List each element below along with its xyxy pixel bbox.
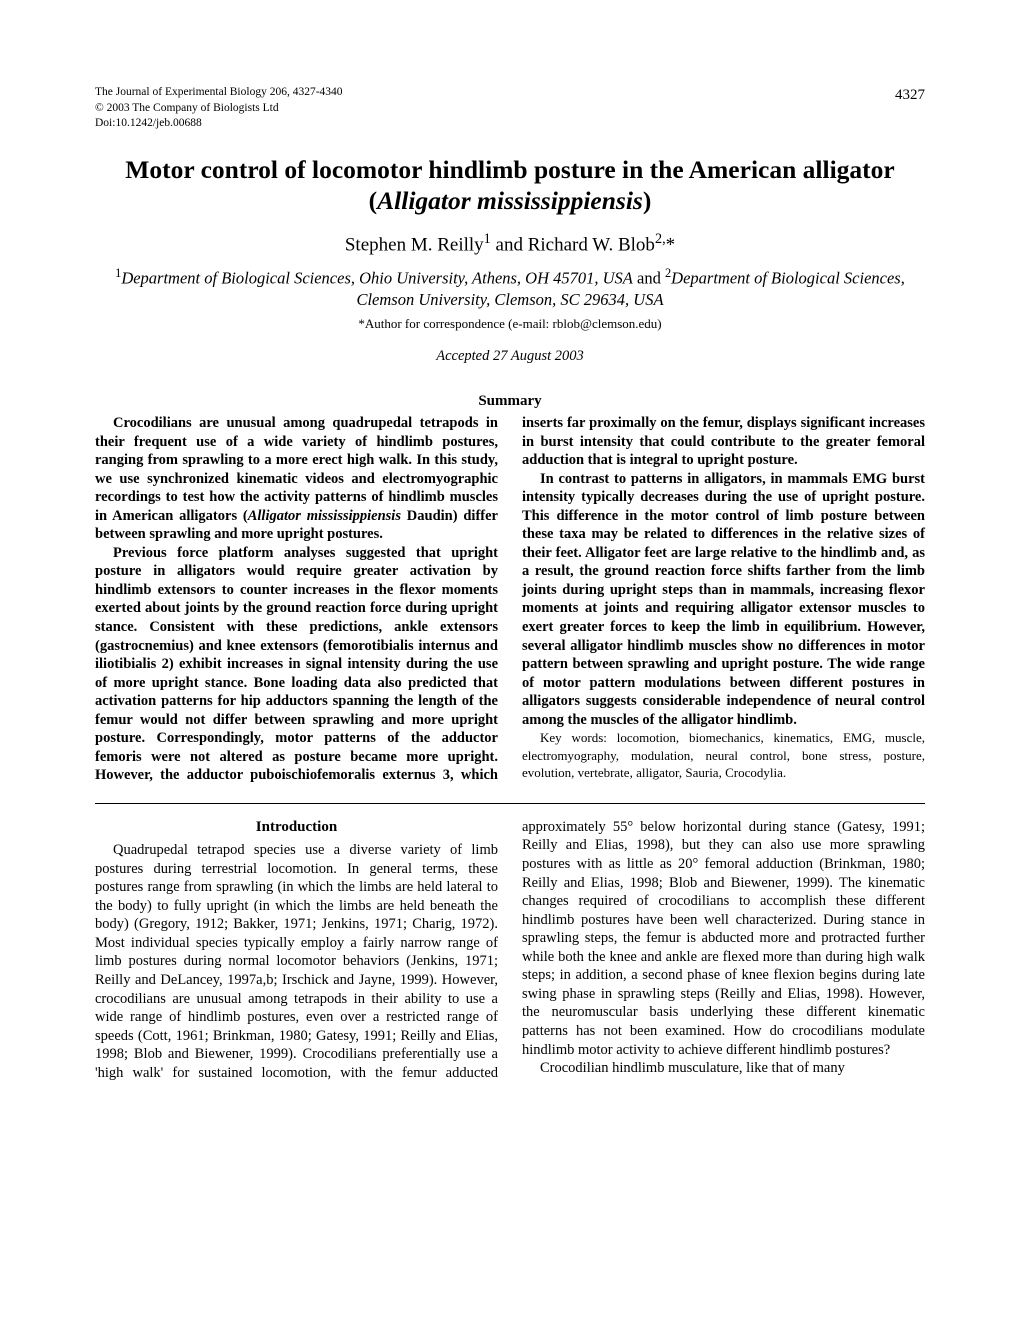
summary-p3: In contrast to patterns in alligators, i… (522, 470, 925, 730)
introduction-body: Introduction Quadrupedal tetrapod specie… (95, 818, 925, 1082)
title-paren-open: ( (369, 186, 378, 215)
title-species: Alligator mississippiensis (377, 186, 643, 215)
title-line-1: Motor control of locomotor hindlimb post… (125, 155, 894, 184)
intro-heading: Introduction (95, 818, 498, 837)
section-divider (95, 803, 925, 804)
aff-1: Department of Biological Sciences, Ohio … (121, 268, 633, 287)
journal-line: The Journal of Experimental Biology 206,… (95, 85, 925, 101)
article-title: Motor control of locomotor hindlimb post… (95, 154, 925, 218)
copyright: © 2003 The Company of Biologists Ltd (95, 101, 925, 117)
aff-and: and (633, 268, 665, 287)
summary-species: Alligator mississippiensis (248, 508, 401, 524)
affiliations: 1Department of Biological Sciences, Ohio… (95, 265, 925, 310)
header-meta: The Journal of Experimental Biology 206,… (95, 85, 925, 132)
accepted-date: Accepted 27 August 2003 (95, 348, 925, 365)
keywords: Key words: locomotion, biomechanics, kin… (522, 729, 925, 782)
author-2-ast: * (666, 235, 676, 256)
author-and: and (491, 235, 528, 256)
page-number: 4327 (895, 85, 925, 105)
doi: Doi:10.1242/jeb.00688 (95, 116, 925, 132)
author-1: Stephen M. Reilly (345, 235, 484, 256)
title-paren-close: ) (643, 186, 652, 215)
summary-body: Crocodilians are unusual among quadruped… (95, 414, 925, 785)
author-2-sup: 2, (655, 231, 666, 247)
summary-p1: Crocodilians are unusual among quadruped… (95, 414, 498, 544)
correspondence: *Author for correspondence (e-mail: rblo… (95, 316, 925, 332)
author-2: Richard W. Blob (528, 235, 655, 256)
author-1-sup: 1 (484, 231, 491, 247)
body-p1: Quadrupedal tetrapod species use a diver… (95, 818, 925, 1082)
body-p2: Crocodilian hindlimb musculature, like t… (522, 1059, 925, 1078)
summary-heading: Summary (95, 393, 925, 410)
authors: Stephen M. Reilly1 and Richard W. Blob2,… (95, 231, 925, 256)
